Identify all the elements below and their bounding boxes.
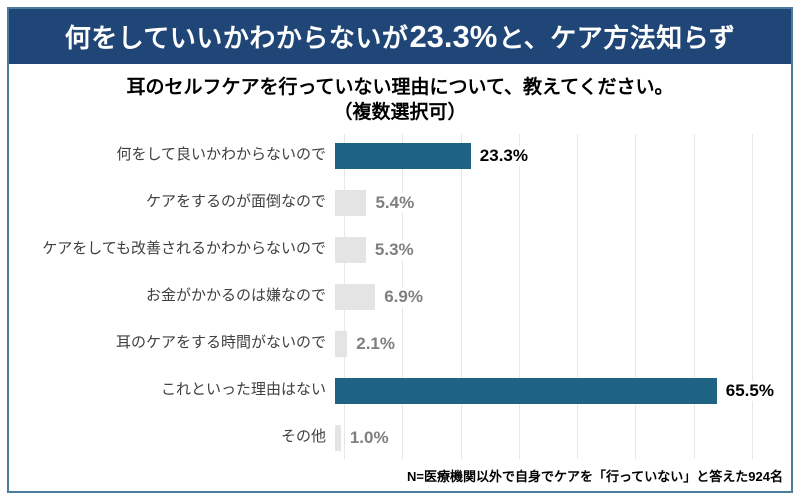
value-label: 5.3% (372, 239, 416, 260)
chart-rows: 何をして良いかわからないので 23.3% ケアをするのが面倒なので 5.4% ケアをして… (9, 132, 791, 461)
bar-track: 6.9% (335, 273, 791, 320)
bar-track: 5.3% (335, 226, 791, 273)
bar-track: 23.3% (335, 132, 791, 179)
gridline (752, 134, 753, 460)
category-label: その他 (280, 428, 326, 446)
bar-row: 耳のケアをする時間がないので 2.1% (9, 320, 791, 367)
value-label: 6.9% (382, 286, 425, 307)
value-label: 23.3% (477, 145, 530, 166)
category-label: ケアをするのが面倒なので (145, 193, 326, 211)
bar-track: 5.4% (335, 179, 791, 226)
bar (335, 283, 376, 310)
bar-row: その他 1.0% (9, 414, 791, 461)
value-label: 2.1% (354, 333, 397, 354)
gridline (693, 134, 695, 460)
bar-row: ケアをしても改善されるかわからないので 5.3% (9, 226, 791, 273)
bar-row: ケアをするのが面倒なので 5.4% (9, 179, 791, 226)
headline-number: 23.3% (409, 18, 498, 54)
category-label: ケアをしても改善されるかわからないので (42, 240, 326, 258)
category-label: お金がかかるのは嫌なので (145, 287, 326, 305)
bar-track: 65.5% (335, 367, 791, 414)
bar (335, 142, 471, 169)
gridline (460, 134, 462, 460)
bar (335, 236, 366, 263)
chart-title: 耳のセルフケアを行っていない理由について、教えてください。 （複数選択可） (9, 75, 791, 125)
bar-chart: 何をして良いかわからないので 23.3% ケアをするのが面倒なので 5.4% ケアをして… (9, 132, 791, 461)
value-label: 5.4% (373, 192, 417, 213)
chart-title-line1: 耳のセルフケアを行っていない理由について、教えてください。 (126, 77, 674, 98)
category-label: 耳のケアをする時間がないので (115, 334, 326, 352)
category-label: 何をして良いかわからないので (116, 146, 326, 164)
gridline (518, 134, 520, 460)
bar-track: 1.0% (335, 414, 791, 461)
bar-row: お金がかかるのは嫌なので 6.9% (9, 273, 791, 320)
bar (335, 424, 341, 451)
headline-text-after: と、ケア方法知らず (498, 23, 736, 53)
bar-row: 何をして良いかわからないので 23.3% (9, 132, 791, 179)
value-label: 1.0% (347, 427, 391, 448)
bar-row: これといった理由はない 65.5% (9, 367, 791, 414)
bar (335, 330, 348, 357)
headline-text-before: 何をしていいかわからないが (64, 23, 409, 53)
infographic-frame: 何をしていいかわからないが 23.3% と、ケア方法知らず 耳のセルフケアを行ってい… (7, 7, 793, 493)
value-label: 65.5% (723, 380, 776, 401)
headline-banner: 何をしていいかわからないが 23.3% と、ケア方法知らず (9, 9, 791, 64)
sample-size-footnote: N=医療機関以外で自身でケアを「行っていない」と答えた924名 (406, 469, 783, 484)
chart-title-line2: （複数選択可） (333, 102, 467, 124)
gridline (577, 134, 579, 460)
category-label: これといった理由はない (160, 381, 326, 399)
bar (335, 377, 717, 404)
bar-track: 2.1% (335, 320, 791, 367)
gridline (635, 134, 637, 460)
bar (335, 189, 367, 216)
